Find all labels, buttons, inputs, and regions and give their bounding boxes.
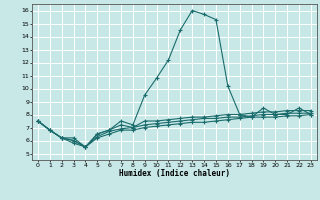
X-axis label: Humidex (Indice chaleur): Humidex (Indice chaleur) — [119, 169, 230, 178]
